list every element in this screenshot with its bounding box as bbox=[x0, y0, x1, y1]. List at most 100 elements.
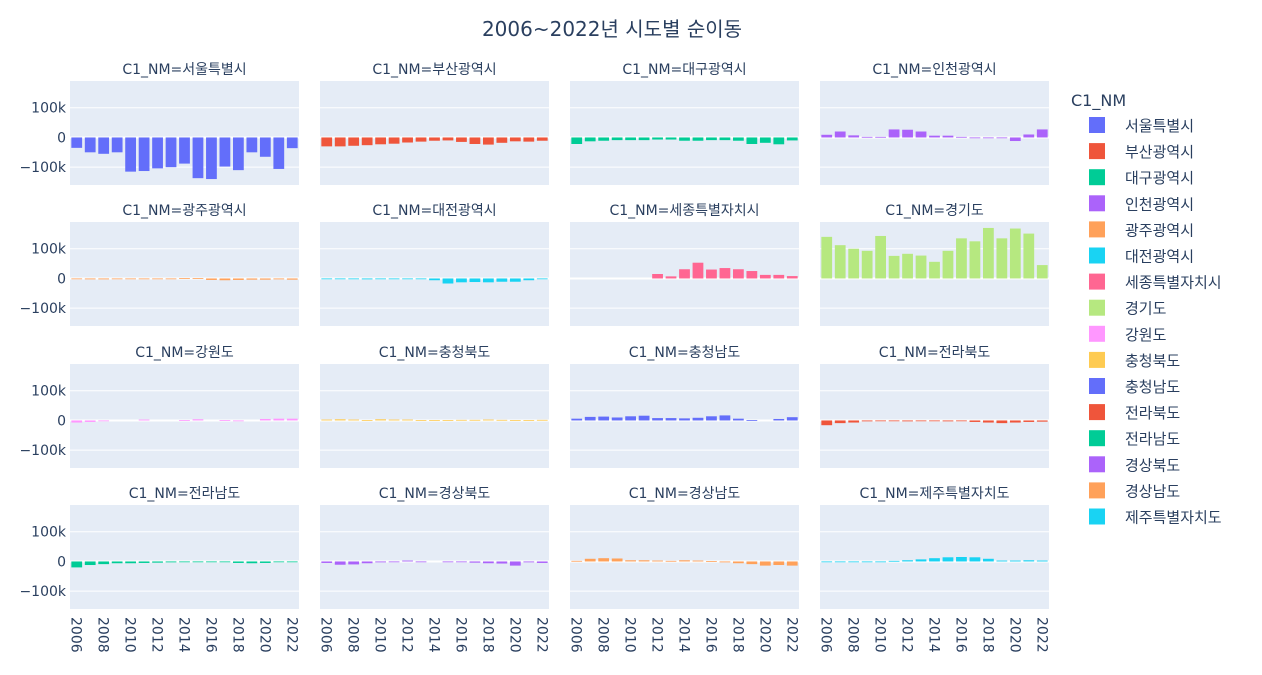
bar-2006 bbox=[321, 419, 333, 421]
legend-item-충청남도: 충청남도 bbox=[1089, 378, 1180, 396]
legend-swatch bbox=[1089, 299, 1105, 316]
y-tick-label: −100k bbox=[19, 443, 66, 459]
legend-label: 대구광역시 bbox=[1125, 169, 1194, 187]
bar-2015 bbox=[942, 420, 954, 422]
bar-2007 bbox=[84, 561, 96, 566]
legend-swatch bbox=[1089, 325, 1105, 342]
x-tick-label: 2008 bbox=[345, 617, 361, 653]
bar-2018 bbox=[732, 269, 744, 279]
bar-2021 bbox=[1023, 560, 1035, 562]
bar-2010 bbox=[375, 561, 387, 563]
bar-2011 bbox=[388, 137, 400, 144]
bar-2012 bbox=[902, 560, 913, 562]
bar-2010 bbox=[375, 278, 387, 280]
legend-swatch bbox=[1089, 195, 1105, 212]
y-tick-label: 100k bbox=[31, 384, 67, 400]
bar-2009 bbox=[861, 136, 873, 138]
facet-인천광역시: C1_NM=인천광역시 bbox=[820, 62, 1049, 185]
legend-label: 강원도 bbox=[1125, 326, 1167, 344]
bar-2020 bbox=[759, 274, 771, 279]
legend-swatch bbox=[1089, 143, 1105, 160]
facet-title: C1_NM=대전광역시 bbox=[372, 203, 496, 219]
bar-2018 bbox=[482, 137, 494, 145]
bar-2013 bbox=[165, 278, 177, 280]
legend-label: 충청북도 bbox=[1125, 352, 1180, 370]
bar-2014 bbox=[429, 137, 440, 141]
bar-2012 bbox=[402, 137, 413, 143]
facet-title: C1_NM=부산광역시 bbox=[372, 62, 496, 78]
bar-2010 bbox=[125, 278, 137, 280]
x-tick-label: 2018 bbox=[479, 617, 495, 653]
legend-label: 경상북도 bbox=[1125, 456, 1180, 474]
bar-2012 bbox=[152, 278, 163, 280]
x-tick-label: 2006 bbox=[818, 617, 834, 653]
facet-title: C1_NM=광주광역시 bbox=[122, 203, 246, 219]
bar-2014 bbox=[179, 278, 190, 279]
bar-2011 bbox=[388, 419, 400, 421]
bar-2011 bbox=[138, 278, 150, 280]
y-tick-label: 0 bbox=[57, 413, 66, 429]
legend-swatch bbox=[1089, 404, 1105, 421]
bar-2017 bbox=[719, 137, 731, 141]
bar-2011 bbox=[888, 560, 900, 562]
bar-2020 bbox=[509, 420, 521, 421]
bar-2022 bbox=[286, 278, 298, 280]
bar-2020 bbox=[1009, 228, 1021, 279]
bar-2012 bbox=[902, 129, 913, 138]
bar-2008 bbox=[348, 137, 360, 146]
bar-2021 bbox=[523, 137, 535, 142]
bar-2020 bbox=[259, 278, 271, 280]
bar-2017 bbox=[719, 268, 731, 279]
bar-2022 bbox=[1036, 560, 1048, 562]
legend-swatch bbox=[1089, 508, 1105, 525]
facet-충청남도: C1_NM=충청남도 bbox=[570, 345, 799, 468]
bar-2016 bbox=[456, 419, 467, 421]
facet-title: C1_NM=충청북도 bbox=[379, 345, 491, 361]
bar-2017 bbox=[219, 278, 231, 281]
facet-title: C1_NM=경상남도 bbox=[629, 486, 741, 502]
facet-grid: 100k 0 −100k C1_NM=서울특별시 C1_NM=부산광역시 C1_NM=대구… bbox=[19, 62, 1049, 653]
bar-2020 bbox=[1009, 420, 1021, 423]
facet-plot-area bbox=[320, 364, 549, 468]
facet-plot-area bbox=[320, 222, 549, 326]
bar-2006 bbox=[71, 561, 83, 568]
bar-2010 bbox=[125, 561, 137, 564]
x-tick-label: 2010 bbox=[122, 617, 138, 653]
bar-2016 bbox=[706, 137, 717, 141]
legend-swatch bbox=[1089, 247, 1105, 264]
bar-2011 bbox=[888, 129, 900, 138]
x-tick-label: 2010 bbox=[872, 617, 888, 653]
bar-2017 bbox=[219, 561, 231, 563]
bar-2008 bbox=[598, 137, 610, 141]
facet-경상남도: C1_NM=경상남도 2006 2008 2010 2012 2014 2016 2018 20… bbox=[568, 486, 800, 653]
bar-2021 bbox=[523, 420, 535, 421]
bar-2016 bbox=[206, 137, 217, 180]
x-tick-label: 2006 bbox=[68, 617, 84, 653]
bar-2014 bbox=[679, 418, 690, 421]
facet-광주광역시: 100k 0 −100k C1_NM=광주광역시 bbox=[19, 203, 299, 326]
facet-title: C1_NM=경상북도 bbox=[379, 486, 491, 502]
bar-2021 bbox=[773, 137, 785, 145]
y-tick-label: 100k bbox=[31, 525, 67, 541]
facet-강원도: 100k 0 −100k C1_NM=강원도 bbox=[19, 345, 299, 468]
legend-label: 인천광역시 bbox=[1125, 195, 1194, 213]
facet-전라북도: C1_NM=전라북도 bbox=[820, 345, 1049, 468]
bar-2006 bbox=[71, 137, 83, 148]
bar-2014 bbox=[929, 558, 940, 562]
bar-2007 bbox=[834, 245, 846, 279]
bar-2014 bbox=[429, 420, 440, 421]
bar-2012 bbox=[152, 137, 163, 169]
legend-item-강원도: 강원도 bbox=[1089, 325, 1167, 344]
facet-plot-area bbox=[70, 364, 299, 468]
legend-title: C1_NM bbox=[1071, 91, 1126, 111]
bar-2017 bbox=[469, 561, 481, 563]
bar-2022 bbox=[786, 561, 798, 566]
legend-item-대구광역시: 대구광역시 bbox=[1089, 169, 1194, 187]
bar-2013 bbox=[915, 559, 927, 562]
bar-2021 bbox=[773, 274, 785, 279]
bar-2008 bbox=[848, 248, 860, 279]
bar-2019 bbox=[246, 137, 258, 153]
x-tick-label: 2008 bbox=[95, 617, 111, 653]
bar-2019 bbox=[996, 420, 1008, 424]
